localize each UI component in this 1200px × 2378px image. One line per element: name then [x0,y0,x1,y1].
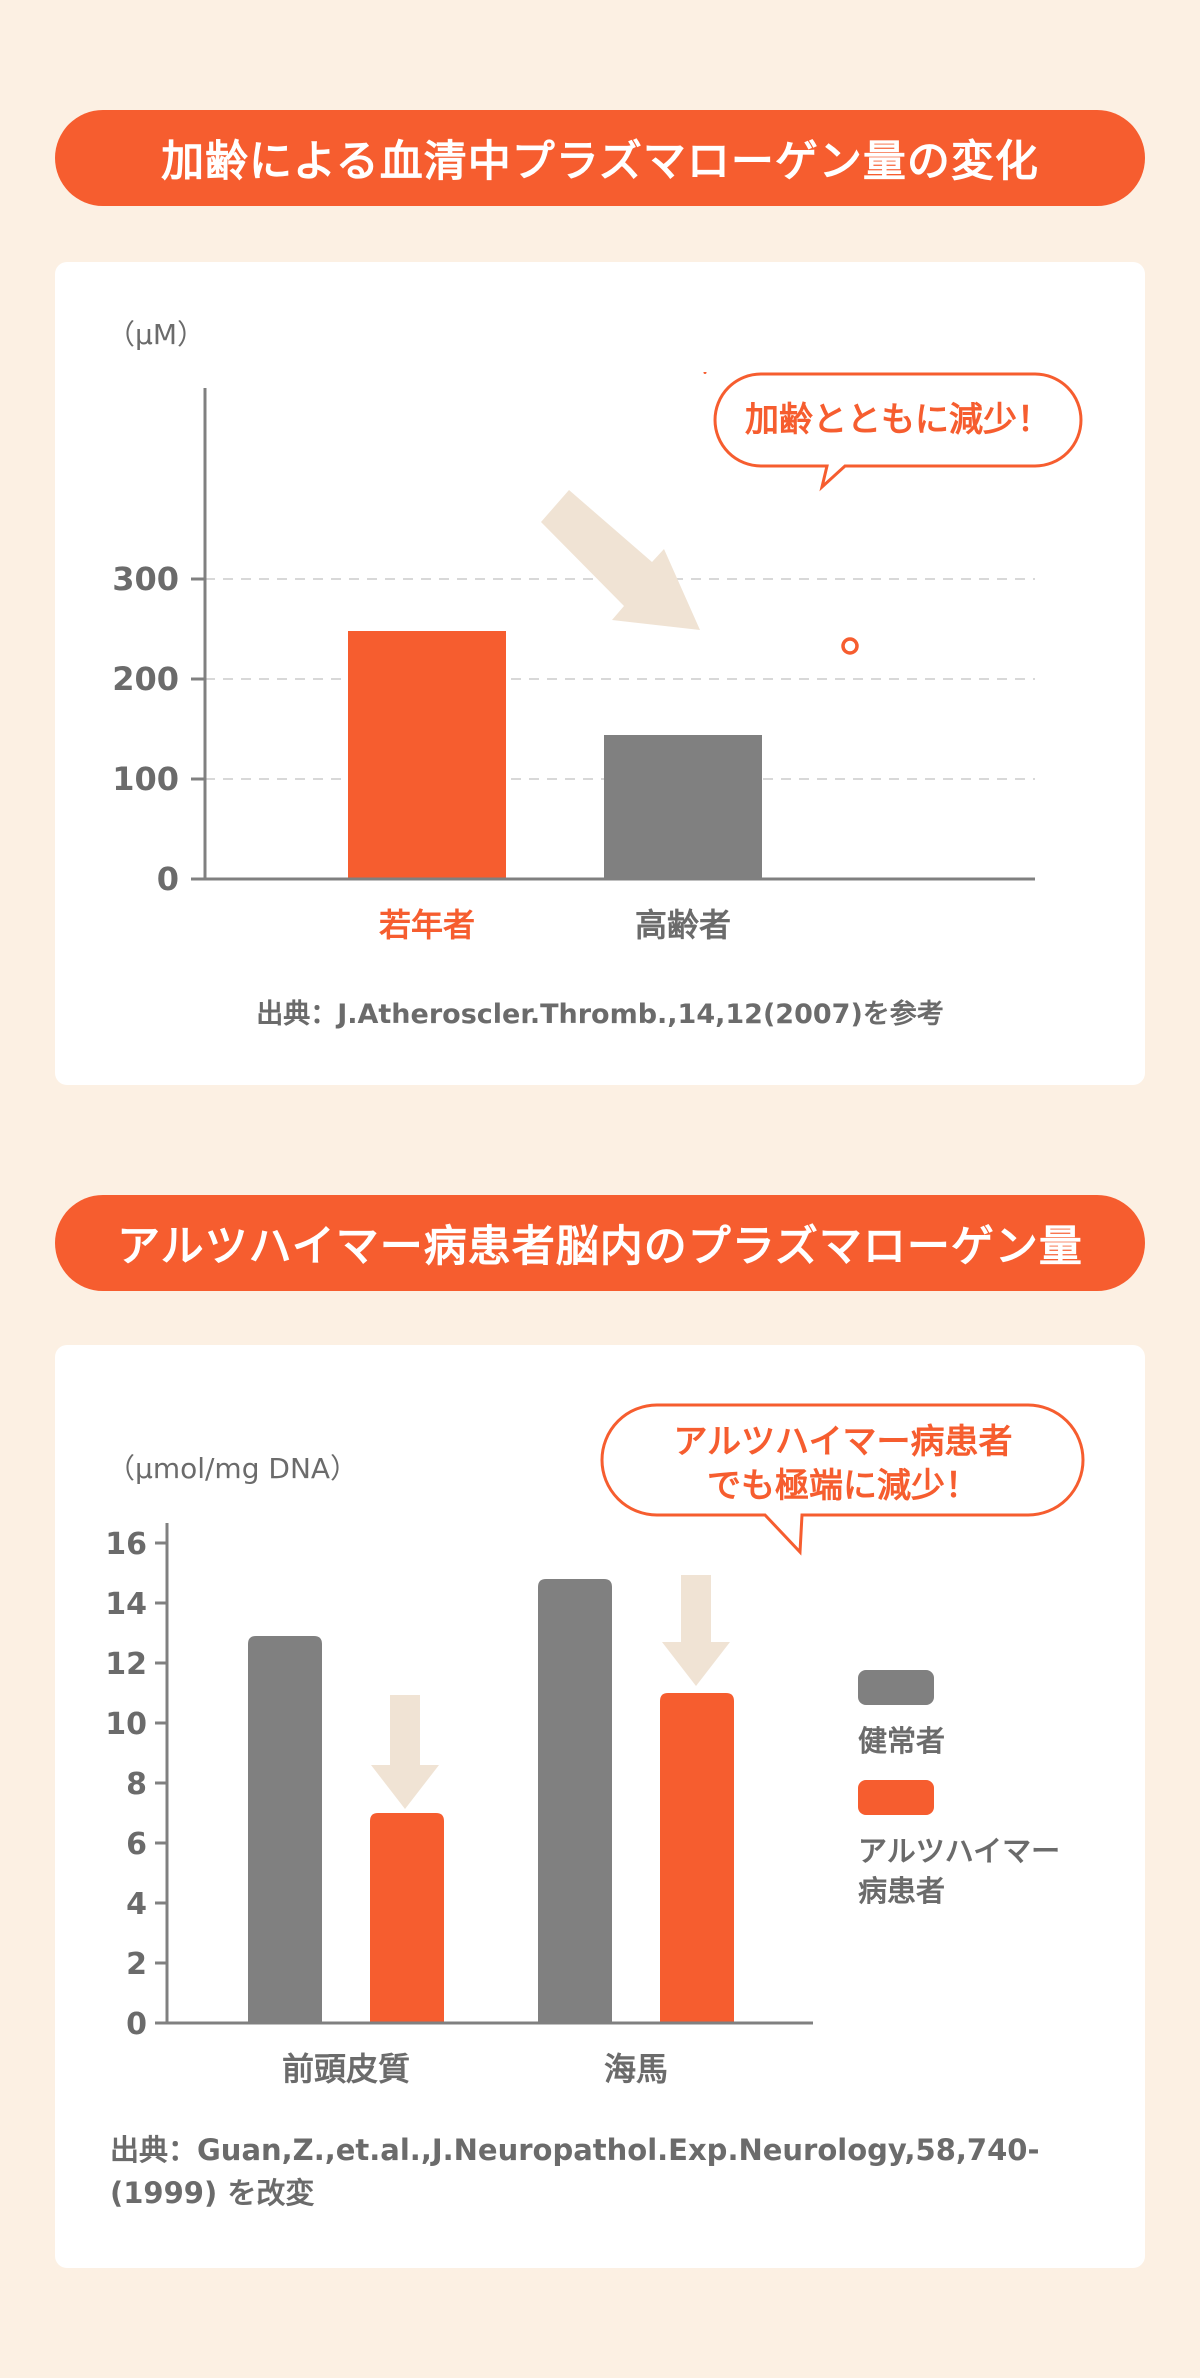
chart1-small-circle [841,637,859,655]
chart2-y-tick-label: 16 [105,1527,147,1562]
chart1-unit-label: （μM） [107,318,205,351]
chart2-card: （μmol/mg DNA） 0 2 4 6 8 10 12 14 16 前頭皮質 海馬 アルツハイマー病… [55,1345,1145,2268]
chart1-title: 加齢による血清中プラズマローゲン量の変化 [161,137,1039,187]
chart1-bar [604,735,762,879]
chart2-bar [660,1693,734,2023]
chart2-y-tick-label: 12 [105,1647,147,1682]
chart2-x-label: 前頭皮質 [282,2050,410,2088]
chart2-legend-label: 病患者 [858,1874,945,1908]
chart2-y-tick-label: 8 [126,1767,147,1802]
chart2-legend-swatch [858,1780,934,1815]
chart2-bar [248,1636,322,2023]
chart2-legend-swatch [858,1670,934,1705]
chart2-callout-line: アルツハイマー病患者 [674,1422,1013,1462]
chart2-callout-bubble [600,1403,1085,1556]
chart2-y-tick-label: 14 [105,1587,147,1622]
chart2-title-banner: アルツハイマー病患者脳内のプラズマローゲン量 [55,1195,1145,1291]
chart2-y-tick-label: 10 [105,1707,147,1742]
chart2-bar [538,1579,612,2023]
chart2-decrease-arrow-icon [662,1575,730,1686]
chart2-y-tick-label: 0 [126,2007,147,2042]
chart1-title-banner: 加齢による血清中プラズマローゲン量の変化 [55,110,1145,206]
chart2-unit-label: （μmol/mg DNA） [107,1452,358,1485]
chart1-callout-text: 加齢とともに減少！ [745,400,1051,440]
chart2-bar [370,1813,444,2023]
chart1-x-label: 高齢者 [635,906,731,944]
chart2-legend-label: アルツハイマー [858,1834,1060,1868]
chart1-bar [348,631,506,879]
chart1-plot: （μM） 0 100 200 300 若年者 高齢者 加齢とともに減少！ 出典：J.Athero… [107,318,1083,1030]
chart2-source-line: 出典：Guan,Z.,et.al.,J.Neuropathol.Exp.Neur… [110,2133,1040,2167]
chart1-y-tick-label: 200 [112,660,179,698]
chart1-decrease-arrow-icon [541,490,700,630]
chart2-callout-line: でも極端に減少！ [707,1466,979,1506]
chart1-callout-bubble [703,371,1083,492]
chart2-legend-label: 健常者 [858,1724,945,1758]
chart1-y-tick-label: 0 [157,860,179,898]
chart2-plot: （μmol/mg DNA） 0 2 4 6 8 10 12 14 16 前頭皮質 海馬 アルツハイマー病… [105,1403,1085,2210]
chart2-x-label: 海馬 [604,2050,668,2088]
chart2-title: アルツハイマー病患者脳内のプラズマローゲン量 [117,1222,1083,1272]
chart1-y-tick-label: 100 [112,760,179,798]
chart1-x-label: 若年者 [379,906,475,944]
chart1-source: 出典：J.Atheroscler.Thromb.,14,12(2007)を参考 [256,998,944,1030]
chart1-y-tick-label: 300 [112,560,179,598]
chart2-decrease-arrow-icon [371,1695,439,1809]
chart2-source-line: (1999) を改変 [110,2176,314,2210]
chart2-y-tick-label: 4 [126,1887,147,1922]
chart2-y-tick-label: 6 [126,1827,147,1862]
chart2-y-tick-label: 2 [126,1947,147,1982]
chart1-card: （μM） 0 100 200 300 若年者 高齢者 加齢とともに減少！ 出典：J.Athero… [55,262,1145,1085]
